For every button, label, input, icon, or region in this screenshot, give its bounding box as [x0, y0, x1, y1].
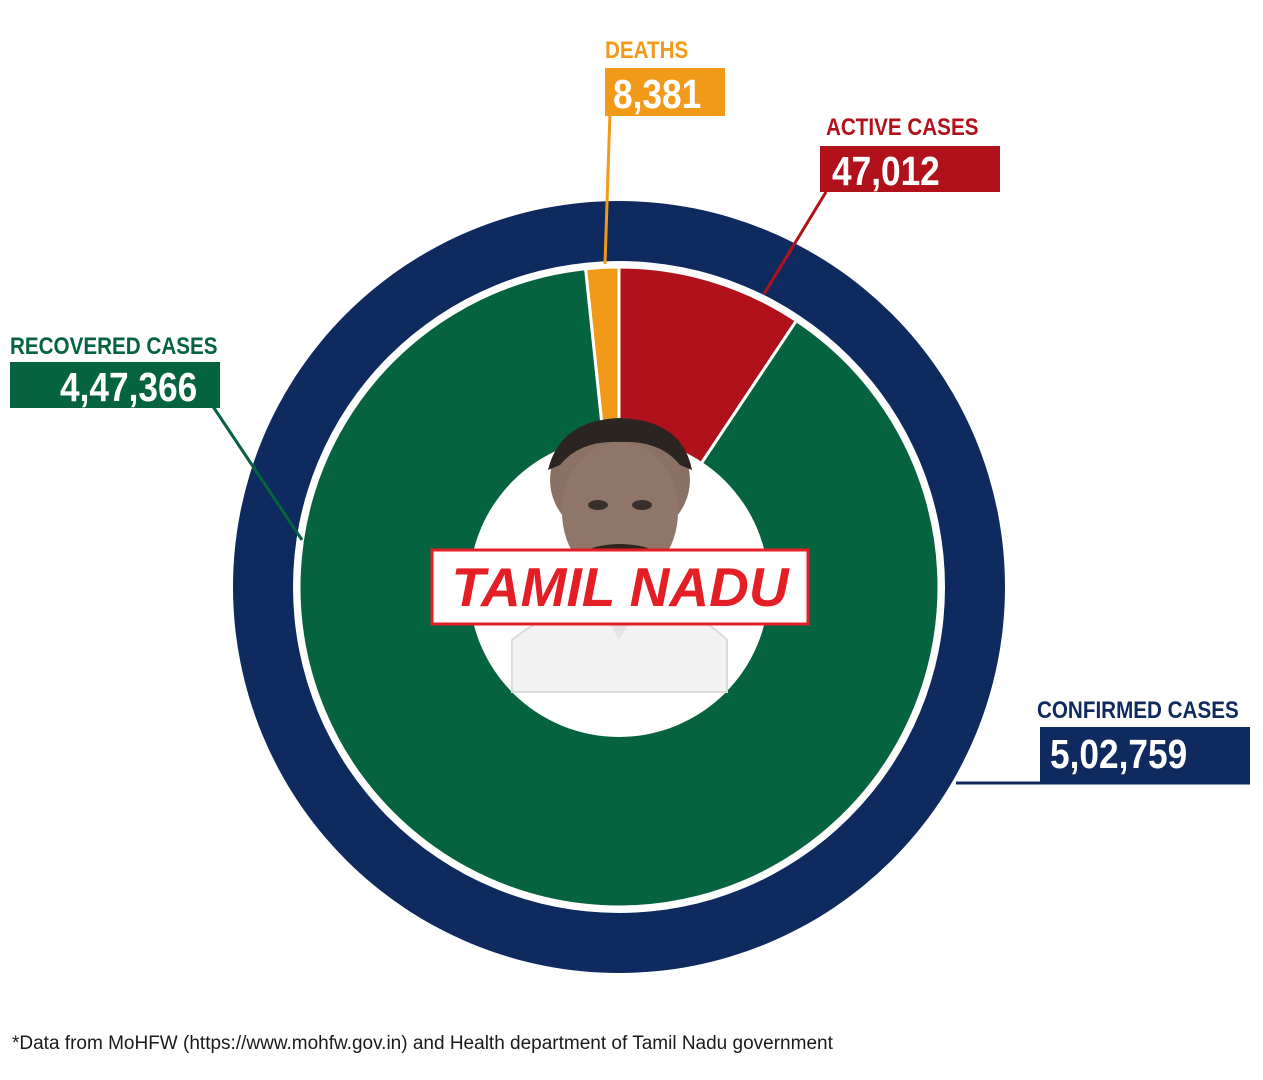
data-source-footnote: *Data from MoHFW (https://www.mohfw.gov.… — [12, 1033, 833, 1054]
recovered-cases-value: 4,47,366 — [60, 365, 197, 411]
recovered-leader-line — [210, 404, 304, 541]
active-leader-line — [762, 191, 828, 295]
center-title-box — [430, 548, 810, 626]
deaths-value-box — [605, 68, 725, 116]
confirmed-cases-value-box — [1040, 727, 1250, 783]
active-cases-value: 47,012 — [832, 149, 940, 195]
recovered-cases-label: RECOVERED CASES — [10, 333, 218, 360]
active-cases-label: ACTIVE CASES — [826, 114, 979, 141]
confirmed-cases-label: CONFIRMED CASES — [1037, 697, 1239, 724]
portrait-image — [511, 418, 728, 693]
active-cases-callout: ACTIVE CASES 47,012 — [820, 114, 1000, 195]
deaths-value: 8,381 — [613, 72, 701, 118]
center-title: TAMIL NADU — [451, 556, 789, 618]
deaths-leader-line — [603, 111, 612, 265]
deaths-callout: DEATHS 8,381 — [605, 37, 725, 118]
confirmed-cases-value: 5,02,759 — [1050, 732, 1187, 778]
recovered-cases-value-box — [10, 362, 220, 408]
active-cases-value-box — [820, 146, 1000, 192]
deaths-label: DEATHS — [605, 37, 688, 64]
confirmed-cases-callout: CONFIRMED CASES 5,02,759 — [1037, 697, 1250, 783]
recovered-cases-callout: RECOVERED CASES 4,47,366 — [10, 333, 220, 411]
